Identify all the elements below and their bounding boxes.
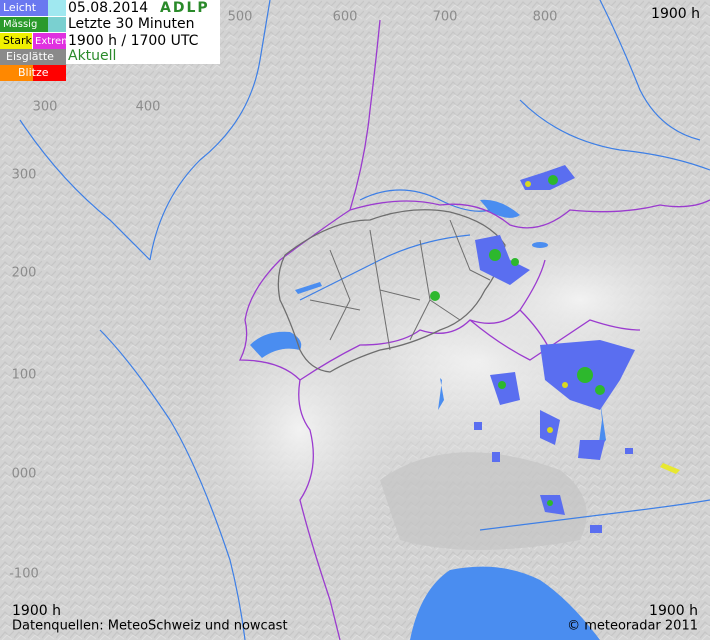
grid-label: 100 [12, 368, 37, 383]
product: ADLP [160, 0, 210, 16]
grid-label: 800 [533, 10, 558, 25]
legend-label: Eisglätte [6, 50, 54, 63]
legend-label: Stark [3, 34, 33, 47]
grid-label: -100 [9, 567, 39, 582]
time-corner: 1900 h [651, 6, 700, 22]
legend [0, 0, 220, 81]
precipitation [430, 165, 680, 533]
legend-label: Leicht [3, 1, 37, 14]
grid-label: 400 [136, 100, 161, 115]
grid-label: 200 [12, 266, 37, 281]
time: 1900 h / 1700 UTC [68, 33, 199, 49]
grid-label: 700 [433, 10, 458, 25]
copyright: © meteoradar 2011 [567, 619, 698, 634]
status: Aktuell [68, 48, 116, 64]
grid-label: 300 [12, 168, 37, 183]
water [250, 199, 606, 640]
rivers [19, 0, 710, 640]
legend-label: Mässig [3, 19, 37, 30]
grid-label: 500 [228, 10, 253, 25]
period: Letzte 30 Minuten [68, 16, 195, 32]
legend-label: Extrem [35, 36, 71, 47]
grid-label: 300 [33, 100, 58, 115]
grid-label: 000 [12, 467, 37, 482]
grid-label: 600 [333, 10, 358, 25]
date: 05.08.2014 [68, 0, 148, 16]
legend-label: Blitze [18, 66, 49, 79]
time-corner: 1900 h [649, 603, 698, 619]
cantons [277, 209, 506, 373]
sources: Datenquellen: MeteoSchweiz und nowcast [12, 619, 288, 634]
time-corner: 1900 h [12, 603, 61, 619]
